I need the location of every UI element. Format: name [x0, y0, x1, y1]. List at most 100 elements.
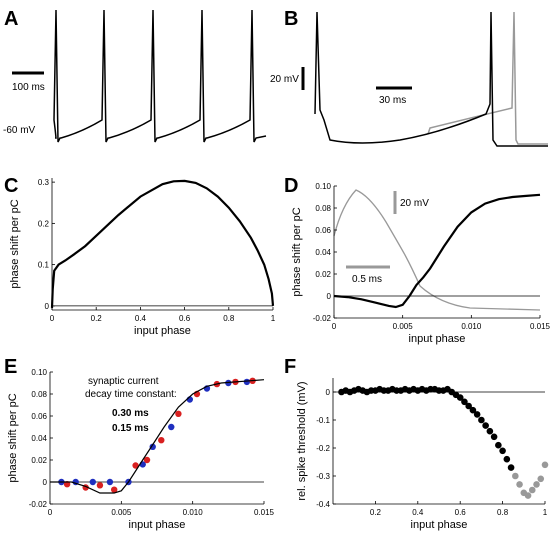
data-point-f-1 [516, 481, 523, 488]
data-point-e-0 [243, 378, 251, 386]
x-tick-label-e: 0.010 [183, 508, 204, 517]
y-tick-label-e: 0.08 [31, 390, 47, 399]
y-tick-label-c: 0.1 [38, 261, 50, 270]
time-scale-label-b: 30 ms [379, 95, 406, 106]
panel-f-chart: 0.2 0.4 0.6 0.8 1 0 -0.1 -0.2 -0.3 -0.4 input phas… [296, 378, 549, 531]
data-point-e-0 [168, 423, 175, 431]
data-point-f-0 [456, 394, 464, 401]
panel-a: 100 ms -60 mV [3, 9, 267, 143]
data-point-e-0 [89, 478, 97, 486]
y-tick-label-d: 0.10 [315, 182, 331, 191]
data-point-f-1 [512, 472, 519, 480]
y-tick-label-f: 0 [326, 388, 331, 397]
panel-label-c: C [4, 175, 18, 197]
membrane-trace-perturbed [427, 11, 548, 145]
panel-e-chart: synaptic current decay time constant: 0.… [7, 368, 275, 531]
panel-label-f: F [284, 356, 296, 378]
data-point-e-1 [132, 462, 139, 469]
y-tick-label-e: 0.04 [31, 434, 47, 443]
panel-label-a: A [4, 8, 18, 30]
y-tick-label-c: 0.2 [38, 219, 50, 228]
x-tick-label-d: 0.015 [530, 322, 551, 331]
y-tick-label-f: -0.1 [316, 416, 330, 425]
x-tick-label-c: 0.4 [135, 314, 147, 323]
y-axis-label-f: rel. spike threshold (mV) [296, 381, 308, 500]
data-point-e-1 [111, 486, 118, 493]
membrane-trace-a [53, 9, 267, 143]
x-tick-label-c: 1 [271, 314, 276, 323]
y-tick-label-d: 0.02 [315, 270, 331, 279]
y-tick-label-f: -0.4 [316, 500, 330, 509]
y-tick-label-f: -0.2 [316, 444, 330, 453]
y-axis-label-c: phase shift per pC [9, 199, 21, 288]
x-tick-label-e: 0.015 [254, 508, 275, 517]
x-axis-label-e: input phase [129, 519, 186, 531]
x-tick-label-e: 0.005 [111, 508, 132, 517]
legend-title-line2: decay time constant: [85, 389, 177, 400]
x-tick-label-c: 0.6 [179, 314, 191, 323]
x-axis-label-d: input phase [409, 333, 466, 345]
data-point-f-1 [541, 461, 549, 469]
y-tick-label-f: -0.3 [316, 472, 330, 481]
data-point-f-0 [473, 411, 481, 418]
series-line-c-0 [50, 179, 275, 308]
y-tick-label-d: 0.06 [315, 226, 331, 235]
data-point-f-0 [482, 422, 489, 429]
y-tick-label-c: 0.3 [38, 178, 50, 187]
data-point-f-0 [465, 402, 472, 410]
y-axis-label-d: phase shift per pC [291, 207, 303, 296]
data-point-f-1 [524, 492, 532, 499]
voltage-inset-trace-d [333, 189, 541, 311]
data-point-e-0 [149, 443, 156, 450]
panel-label-d: D [284, 175, 298, 197]
data-point-f-0 [469, 406, 477, 414]
x-tick-label-e: 0 [48, 508, 53, 517]
x-tick-label-d: 0.005 [393, 322, 414, 331]
x-tick-label-d: 0.010 [461, 322, 482, 331]
y-tick-label-c: 0 [45, 302, 50, 311]
y-tick-label-d: 0 [327, 292, 332, 301]
x-tick-label-f: 0.4 [412, 508, 424, 517]
y-tick-label-e: 0.06 [31, 412, 47, 421]
data-point-f-0 [499, 447, 506, 455]
data-point-f-1 [533, 481, 540, 488]
membrane-trace-control [314, 11, 548, 147]
x-tick-label-f: 1 [543, 508, 548, 517]
series-line-e-2 [50, 379, 265, 494]
data-point-f-0 [486, 427, 494, 435]
inset-time-label-d: 0.5 ms [352, 274, 382, 285]
data-point-e-1 [158, 437, 165, 444]
x-tick-label-f: 0.6 [455, 508, 467, 517]
x-tick-label-c: 0.2 [91, 314, 103, 323]
data-point-f-1 [537, 475, 545, 483]
x-axis-label-c: input phase [134, 325, 191, 337]
data-point-f-1 [528, 486, 536, 494]
data-point-e-1 [175, 410, 182, 417]
x-axis-label-f: input phase [411, 519, 468, 531]
x-tick-label-c: 0.8 [223, 314, 235, 323]
panel-b: 20 mV 30 ms [270, 11, 548, 147]
data-point-f-0 [495, 441, 502, 449]
y-tick-label-e: 0 [43, 478, 48, 487]
y-axis-label-e: phase shift per pC [7, 393, 19, 482]
data-point-e-1 [96, 482, 104, 489]
x-tick-label-c: 0 [50, 314, 55, 323]
voltage-scale-label-b: 20 mV [270, 74, 299, 85]
time-scale-label-a: 100 ms [12, 82, 45, 93]
panel-label-e: E [4, 356, 17, 378]
y-tick-label-d: 0.04 [315, 248, 331, 257]
panel-label-b: B [284, 8, 298, 30]
legend-item-015ms: 0.15 ms [112, 423, 149, 434]
data-point-e-1 [143, 456, 151, 464]
data-point-f-0 [490, 433, 498, 441]
data-point-e-0 [106, 478, 114, 486]
inset-voltage-label-d: 20 mV [400, 198, 429, 209]
x-tick-label-f: 0.8 [497, 508, 509, 517]
series-line-d-0 [333, 193, 541, 309]
y-tick-label-e: 0.02 [31, 456, 47, 465]
legend-item-030ms: 0.30 ms [112, 408, 149, 419]
legend-title-line1: synaptic current [88, 376, 159, 387]
x-tick-label-f: 0.2 [370, 508, 382, 517]
y-tick-label-d: -0.02 [313, 314, 332, 323]
